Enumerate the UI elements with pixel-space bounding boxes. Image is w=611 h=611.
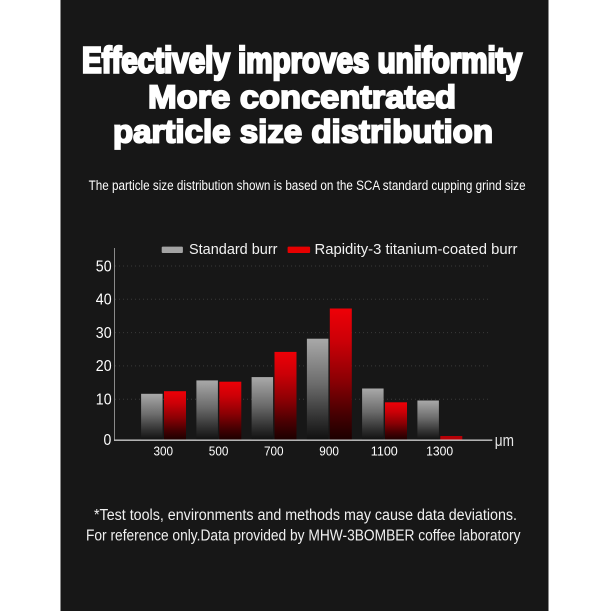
svg-text:More concentrated: More concentrated: [148, 79, 456, 115]
svg-text:300: 300: [154, 443, 174, 458]
svg-text:μm: μm: [495, 431, 514, 450]
svg-text:Rapidity-3 titanium-coated bur: Rapidity-3 titanium-coated burr: [315, 241, 518, 258]
svg-text:*Test tools, environments and: *Test tools, environments and methods ma…: [94, 507, 517, 524]
svg-text:40: 40: [96, 292, 112, 309]
svg-text:1300: 1300: [426, 443, 453, 458]
svg-text:Effectively improves uniformit: Effectively improves uniformity: [82, 40, 523, 81]
svg-text:0: 0: [104, 432, 112, 449]
svg-text:700: 700: [264, 443, 284, 458]
svg-text:Standard burr: Standard burr: [189, 241, 278, 258]
svg-text:20: 20: [96, 358, 112, 375]
svg-text:900: 900: [319, 443, 339, 458]
svg-text:1100: 1100: [371, 443, 398, 458]
svg-text:30: 30: [96, 325, 112, 342]
svg-text:particle size distribution: particle size distribution: [113, 113, 493, 149]
svg-text:For reference only.Data provid: For reference only.Data provided by MHW-…: [86, 527, 521, 544]
svg-text:500: 500: [209, 443, 229, 458]
svg-text:50: 50: [96, 258, 112, 275]
svg-text:The particle size distribution: The particle size distribution shown is …: [89, 178, 526, 193]
svg-text:10: 10: [96, 392, 112, 409]
